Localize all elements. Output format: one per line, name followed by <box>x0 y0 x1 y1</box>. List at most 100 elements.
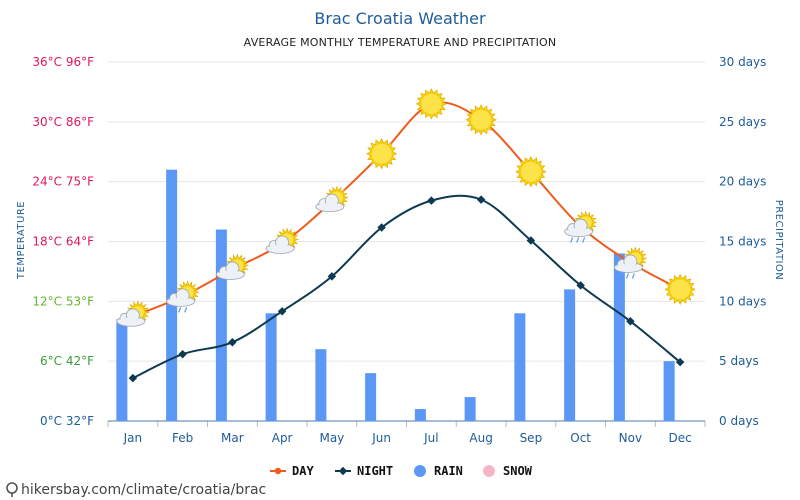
night-point <box>327 272 337 281</box>
sun-core <box>670 279 691 300</box>
rain-drop <box>178 307 182 313</box>
night-point <box>476 195 486 204</box>
legend: DAY NIGHT RAIN SNOW <box>270 464 533 478</box>
night-point <box>377 223 386 232</box>
partly-cloudy-icon <box>315 185 349 213</box>
rain-drop <box>619 273 623 279</box>
precipitation-axis-title: PRECIPITATION <box>773 200 784 281</box>
legend-item-snow: SNOW <box>483 464 533 478</box>
precipitation-axis-ticks: 0 days 5 days 10 days 15 days 20 days 25 days… <box>719 55 766 428</box>
temperature-axis-title: TEMPERATURE <box>16 201 27 280</box>
rain-drop <box>582 237 586 243</box>
rain-bar <box>215 229 227 421</box>
sun-icon <box>664 273 696 306</box>
rain-bar <box>414 409 426 421</box>
temperature-axis-ticks: 0°C 32°F 6°C 42°F 12°C 53°F 18°C 64°F 24°C 7… <box>32 55 94 428</box>
rain-drop <box>576 237 580 243</box>
rain-drop <box>172 307 176 313</box>
night-point <box>128 373 138 383</box>
chart-title: Brac Croatia Weather <box>314 9 486 28</box>
month-label: Apr <box>272 431 293 445</box>
month-label: Feb <box>172 431 193 445</box>
temperature-tick-label: 6°C 42°F <box>40 354 94 368</box>
temperature-tick-label: 24°C 75°F <box>32 175 94 189</box>
month-label: May <box>319 431 344 445</box>
precipitation-tick-label: 10 days <box>719 294 766 308</box>
gridlines <box>107 61 706 427</box>
month-label: Jul <box>423 431 438 445</box>
month-label: Jan <box>123 431 143 445</box>
month-label: Dec <box>669 431 692 445</box>
rain-bar <box>613 253 625 421</box>
rain-bar <box>265 313 277 421</box>
legend-item-rain: RAIN <box>414 464 463 478</box>
sun-icon <box>515 156 547 188</box>
sun-icon <box>465 104 497 136</box>
sun-icon <box>415 88 448 120</box>
legend-label: RAIN <box>434 464 463 478</box>
sun-icon <box>365 138 398 170</box>
sun-core <box>471 109 492 130</box>
cloud-rain-icon <box>166 280 200 313</box>
temperature-lines <box>128 101 685 383</box>
partly-cloudy-icon <box>215 253 250 280</box>
legend-marker <box>414 465 426 477</box>
month-label: Mar <box>221 431 244 445</box>
legend-label: NIGHT <box>357 464 393 478</box>
cloud-fill <box>268 244 293 252</box>
cloud-fill <box>218 270 243 278</box>
legend-label: DAY <box>292 464 314 478</box>
temperature-tick-label: 36°C 96°F <box>32 55 94 69</box>
cloud-fill <box>616 263 641 271</box>
night-point <box>277 307 287 316</box>
night-point <box>675 357 685 367</box>
partly-cloudy-icon <box>265 227 300 254</box>
rain-bar <box>315 349 327 421</box>
temperature-tick-label: 0°C 32°F <box>40 414 94 428</box>
rain-bar <box>116 319 128 421</box>
partly-cloudy-icon <box>116 300 150 327</box>
precipitation-tick-label: 15 days <box>719 235 766 249</box>
rain-bar <box>663 361 675 421</box>
cloud-fill <box>317 203 342 211</box>
month-label: Nov <box>619 431 642 445</box>
rain-drop <box>184 307 188 313</box>
precipitation-tick-label: 30 days <box>719 55 766 69</box>
month-label: Sep <box>520 431 543 445</box>
source-url[interactable]: hikersbay.com/climate/croatia/brac <box>21 482 266 498</box>
legend-label: SNOW <box>503 464 533 478</box>
night-point <box>228 337 237 347</box>
temperature-tick-label: 18°C 64°F <box>32 235 94 249</box>
rain-bar <box>365 373 377 421</box>
precipitation-tick-label: 5 days <box>719 354 759 368</box>
chart-subtitle: AVERAGE MONTHLY TEMPERATURE AND PRECIPIT… <box>244 36 557 49</box>
rain-drop <box>625 273 629 279</box>
month-label: Jun <box>371 431 391 445</box>
rain-drop <box>631 273 635 279</box>
precipitation-tick-label: 0 days <box>719 414 759 428</box>
sun-core <box>520 161 541 182</box>
temperature-tick-label: 12°C 53°F <box>32 294 94 308</box>
temperature-tick-label: 30°C 86°F <box>32 115 94 129</box>
cloud-rain-icon <box>613 246 648 279</box>
rain-bar <box>514 313 526 421</box>
cloud-fill <box>118 317 143 325</box>
cloud-fill <box>168 297 193 305</box>
sun-core <box>421 93 442 114</box>
source-link[interactable]: hikersbay.com/climate/croatia/brac <box>6 482 266 498</box>
legend-item-night: NIGHT <box>335 464 393 478</box>
month-label: Oct <box>570 431 591 445</box>
night-point <box>427 196 436 205</box>
night-point <box>178 349 187 359</box>
precipitation-tick-label: 20 days <box>719 175 766 189</box>
rain-bar <box>464 397 476 421</box>
legend-item-day: DAY <box>270 464 314 478</box>
month-label: Aug <box>469 431 492 445</box>
night-temperature-line <box>132 194 681 380</box>
night-point <box>626 317 635 326</box>
location-pin-icon <box>6 482 18 494</box>
month-axis-ticks: Jan Feb Mar Apr May Jun Jul Aug Sep Oct Nov Dec <box>123 431 692 445</box>
rain-bars <box>116 169 675 421</box>
rain-bar <box>564 289 576 421</box>
legend-marker <box>274 467 282 475</box>
